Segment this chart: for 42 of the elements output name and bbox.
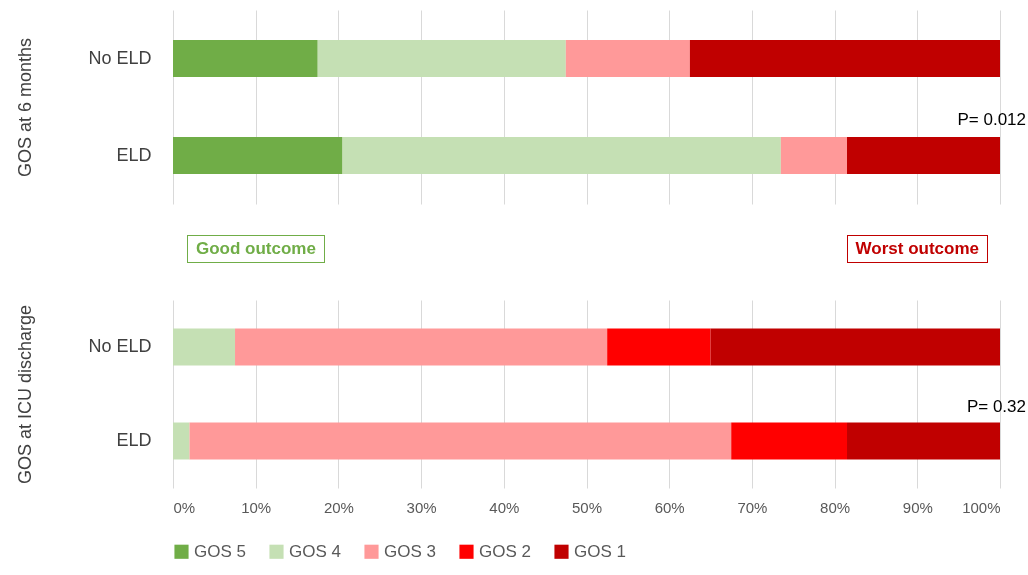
y-axis-title: GOS at ICU discharge xyxy=(14,304,35,485)
x-tick-label: 70% xyxy=(737,498,768,516)
annotation: P= 0.012 xyxy=(957,110,1026,130)
y-tick-label: ELD xyxy=(116,144,152,165)
bar xyxy=(173,137,343,174)
x-tick-label: 80% xyxy=(820,498,851,516)
bar xyxy=(235,328,608,366)
bar xyxy=(710,328,1000,366)
y-axis-title: GOS at 6 months xyxy=(14,37,35,178)
legend-label: GOS 1 xyxy=(574,541,626,561)
x-tick-label: 10% xyxy=(241,498,272,516)
legend-label: GOS 4 xyxy=(289,541,341,561)
bar xyxy=(847,137,1000,174)
annotation: P= 0.32 xyxy=(966,397,1026,417)
x-tick-label: 0% xyxy=(173,498,196,516)
bar xyxy=(173,422,190,460)
bar xyxy=(317,40,566,77)
bar xyxy=(847,422,1000,460)
x-tick-label: 60% xyxy=(654,498,685,516)
bar xyxy=(173,40,318,77)
bar xyxy=(689,40,1000,77)
bar xyxy=(780,137,848,174)
x-tick-label: 90% xyxy=(902,498,933,516)
x-tick-label: 30% xyxy=(406,498,437,516)
text: Worst outcome xyxy=(846,235,988,263)
bar xyxy=(173,328,236,366)
y-tick-label: No ELD xyxy=(88,336,152,356)
bar xyxy=(189,422,732,460)
y-tick-label: ELD xyxy=(116,430,152,450)
legend-label: GOS 5 xyxy=(194,541,246,561)
x-tick-label: 40% xyxy=(489,498,520,516)
x-tick-label: 100% xyxy=(962,498,1001,516)
bar xyxy=(607,328,711,366)
bar xyxy=(342,137,781,174)
bar xyxy=(565,40,690,77)
legend-label: GOS 2 xyxy=(479,541,531,561)
x-tick-label: 20% xyxy=(323,498,354,516)
x-tick-label: 50% xyxy=(571,498,603,516)
bar xyxy=(731,422,848,460)
legend-label: GOS 3 xyxy=(384,541,436,561)
text: Good outcome xyxy=(187,235,325,263)
y-tick-label: No ELD xyxy=(88,47,152,68)
